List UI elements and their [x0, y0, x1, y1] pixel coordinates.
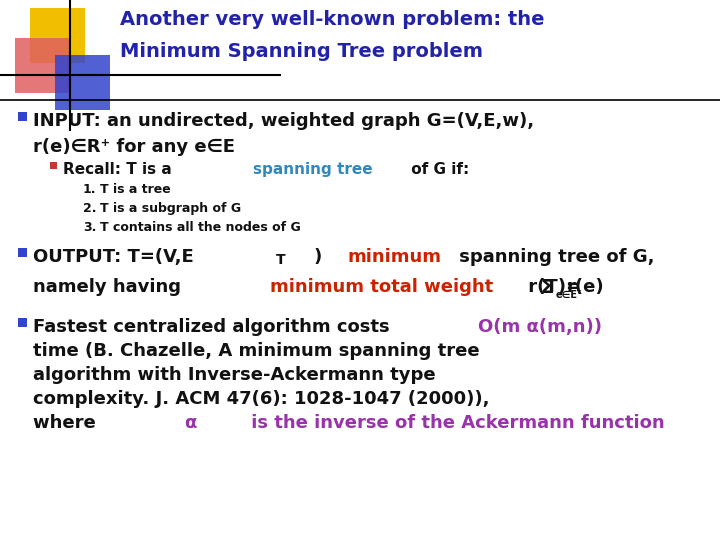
- Bar: [15, 38, 70, 93]
- Text: T contains all the nodes of G: T contains all the nodes of G: [100, 221, 301, 234]
- Text: of G if:: of G if:: [405, 162, 469, 177]
- Text: 1.: 1.: [83, 183, 96, 196]
- Text: spanning tree: spanning tree: [253, 162, 372, 177]
- Text: Recall: T is a: Recall: T is a: [63, 162, 177, 177]
- Text: namely having: namely having: [33, 278, 187, 296]
- Bar: [18, 248, 27, 257]
- Text: O(m α(m,n)): O(m α(m,n)): [479, 318, 603, 336]
- Text: complexity. J. ACM 47(6): 1028-1047 (2000)),: complexity. J. ACM 47(6): 1028-1047 (200…: [33, 390, 490, 408]
- Text: T: T: [276, 253, 286, 267]
- Text: 2.: 2.: [83, 202, 96, 215]
- Text: ): ): [314, 248, 328, 266]
- Text: algorithm with Inverse-Ackermann type: algorithm with Inverse-Ackermann type: [33, 366, 436, 384]
- Bar: [30, 8, 85, 63]
- Bar: [18, 112, 27, 121]
- Bar: [18, 318, 27, 327]
- Bar: [50, 162, 57, 169]
- Text: e∈Eᵀ: e∈Eᵀ: [556, 290, 582, 300]
- Text: α: α: [184, 414, 197, 432]
- Text: INPUT: an undirected, weighted graph G=(V,E,w),: INPUT: an undirected, weighted graph G=(…: [33, 112, 534, 130]
- Text: where: where: [33, 414, 102, 432]
- Text: minimum: minimum: [348, 248, 441, 266]
- Text: is the inverse of the Ackermann function: is the inverse of the Ackermann function: [246, 414, 665, 432]
- Text: Σ: Σ: [540, 278, 553, 297]
- Text: minimum total weight: minimum total weight: [270, 278, 493, 296]
- Text: T is a subgraph of G: T is a subgraph of G: [100, 202, 241, 215]
- Bar: [55, 55, 110, 110]
- Text: r(e)∈R⁺ for any e∈E: r(e)∈R⁺ for any e∈E: [33, 138, 235, 156]
- Text: r(T)=: r(T)=: [523, 278, 581, 296]
- Text: spanning tree of G,: spanning tree of G,: [454, 248, 655, 266]
- Text: T is a tree: T is a tree: [100, 183, 171, 196]
- Text: Another very well-known problem: the: Another very well-known problem: the: [120, 10, 544, 29]
- Text: OUTPUT: T=(V,E: OUTPUT: T=(V,E: [33, 248, 194, 266]
- Text: Minimum Spanning Tree problem: Minimum Spanning Tree problem: [120, 42, 483, 61]
- Text: 3.: 3.: [83, 221, 96, 234]
- Text: time (B. Chazelle, A minimum spanning tree: time (B. Chazelle, A minimum spanning tr…: [33, 342, 480, 360]
- Text: r(e): r(e): [567, 278, 605, 296]
- Text: Fastest centralized algorithm costs: Fastest centralized algorithm costs: [33, 318, 396, 336]
